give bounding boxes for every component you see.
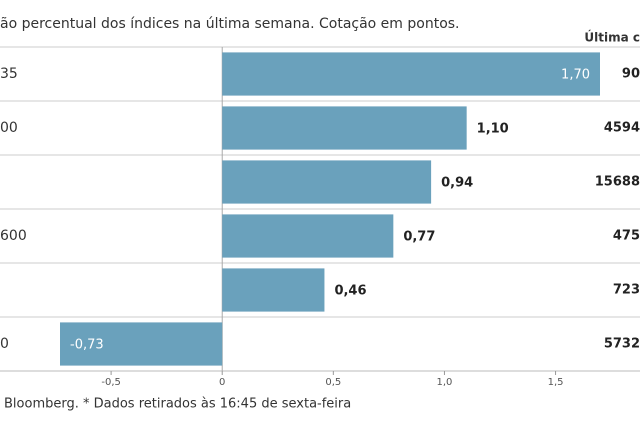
bar <box>222 160 432 204</box>
last-quote: 5732 <box>604 337 640 352</box>
subtitle: ão percentual dos índices na última sema… <box>0 16 460 32</box>
category-label: 00 <box>0 120 18 136</box>
source: Bloomberg. * Dados retirados às 16:45 de… <box>4 397 351 412</box>
bar <box>222 52 600 96</box>
x-tick-label: 1,5 <box>548 377 564 388</box>
category-label: 0 <box>0 336 9 352</box>
last-quote: 90 <box>622 67 640 82</box>
bar <box>222 106 467 150</box>
category-label: 35 <box>0 66 18 82</box>
column-header: Última c <box>584 30 640 45</box>
value-label: 0,77 <box>403 230 435 245</box>
x-tick-label: 0,5 <box>325 377 341 388</box>
last-quote: 723 <box>613 283 640 298</box>
x-tick-label: -0,5 <box>101 377 121 388</box>
category-label: 600 <box>0 228 27 244</box>
value-label: 1,10 <box>477 122 509 137</box>
last-quote: 4594 <box>604 121 640 136</box>
value-label: 1,70 <box>561 68 590 83</box>
x-tick-label: 0 <box>219 377 225 388</box>
value-label: -0,73 <box>70 338 104 353</box>
last-quote: 475 <box>613 229 640 244</box>
last-quote: 15688 <box>595 175 640 190</box>
bar <box>222 268 325 312</box>
x-tick-label: 1,0 <box>436 377 452 388</box>
bar <box>222 214 394 258</box>
value-label: 0,46 <box>334 284 366 299</box>
value-label: 0,94 <box>441 176 473 191</box>
bar <box>60 322 223 366</box>
